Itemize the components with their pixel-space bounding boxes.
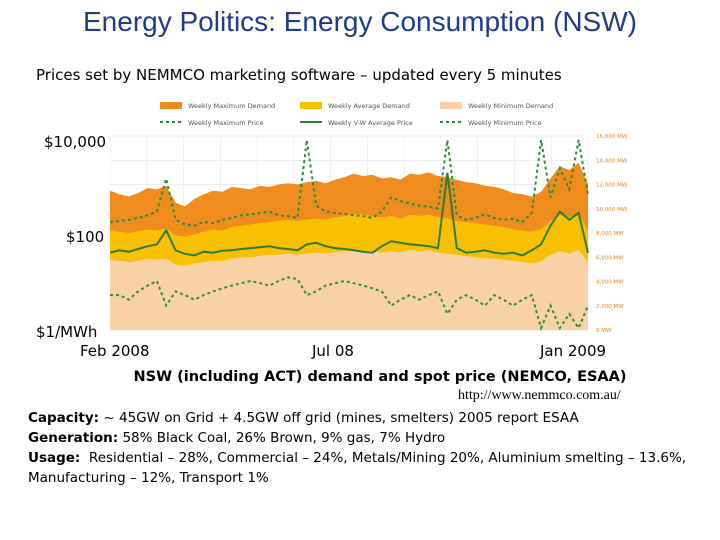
capacity-label: Capacity: xyxy=(28,410,100,426)
line-max-price xyxy=(110,139,589,227)
demand-areas xyxy=(110,162,588,330)
legend-swatch-min-demand xyxy=(440,102,462,109)
legend-swatch-max-demand xyxy=(160,102,182,109)
legend-label-max-price: Weekly Maximum Price xyxy=(188,119,263,127)
right-tick-label: 6,000 MW xyxy=(596,255,624,261)
price-lines xyxy=(110,139,589,332)
legend: Weekly Maximum Demand Weekly Average Dem… xyxy=(160,102,553,127)
area-min-demand xyxy=(110,250,588,330)
legend-label-avg-demand: Weekly Average Demand xyxy=(328,102,410,110)
usage-text: Residential – 28%, Commercial – 24%, Met… xyxy=(28,450,687,486)
x-tick-feb-2008: Feb 2008 xyxy=(80,342,150,360)
chart-caption: NSW (including ACT) demand and spot pric… xyxy=(133,369,627,385)
y-tick-100: $100 xyxy=(66,228,105,246)
right-tick-label: 14,000 MW xyxy=(596,158,628,164)
capacity-line: Capacity: ~ 45GW on Grid + 4.5GW off gri… xyxy=(28,408,698,428)
right-tick-label: 4,000 MW xyxy=(596,280,624,286)
right-tick-label: 10,000 MW xyxy=(596,207,628,213)
subtitle: Prices set by NEMMCO marketing software … xyxy=(36,66,562,84)
right-axis-ticks: 16,000 MW 14,000 MW 12,000 MW 10,000 MW 8,00… xyxy=(596,134,628,334)
legend-swatch-avg-demand xyxy=(300,102,322,109)
legend-label-max-demand: Weekly Maximum Demand xyxy=(188,102,275,110)
generation-line: Generation: 58% Black Coal, 26% Brown, 9… xyxy=(28,428,698,448)
usage-line: Usage: Residential – 28%, Commercial – 2… xyxy=(28,448,698,488)
usage-label: Usage: xyxy=(28,450,81,466)
page-title: Energy Politics: Energy Consumption (NSW… xyxy=(83,6,637,37)
demand-price-chart: Weekly Maximum Demand Weekly Average Dem… xyxy=(110,98,660,338)
legend-label-min-price: Weekly Minimum Price xyxy=(468,119,542,127)
legend-label-vw-price: Weekly V-W Average Price xyxy=(328,119,413,127)
legend-label-min-demand: Weekly Minimum Demand xyxy=(468,102,553,110)
right-tick-label: 2,000 MW xyxy=(596,304,624,310)
x-tick-jan-2009: Jan 2009 xyxy=(540,342,607,360)
y-tick-10000: $10,000 xyxy=(44,133,107,151)
x-tick-jul-08: Jul 08 xyxy=(312,342,354,360)
source-url: http://www.nemmco.com.au/ xyxy=(458,388,621,403)
generation-label: Generation: xyxy=(28,430,119,446)
generation-text: 58% Black Coal, 26% Brown, 9% gas, 7% Hy… xyxy=(122,430,446,446)
y-tick-1: $1/MWh xyxy=(36,323,98,341)
line-min-price xyxy=(110,276,589,332)
info-block: Capacity: ~ 45GW on Grid + 4.5GW off gri… xyxy=(28,408,698,488)
right-tick-label: 16,000 MW xyxy=(596,134,628,140)
right-tick-label: 8,000 MW xyxy=(596,231,624,237)
capacity-text: ~ 45GW on Grid + 4.5GW off grid (mines, … xyxy=(103,410,579,426)
right-tick-label: 12,000 MW xyxy=(596,183,628,189)
line-vw-price xyxy=(110,172,589,257)
right-tick-label: 0 MW xyxy=(596,328,612,334)
